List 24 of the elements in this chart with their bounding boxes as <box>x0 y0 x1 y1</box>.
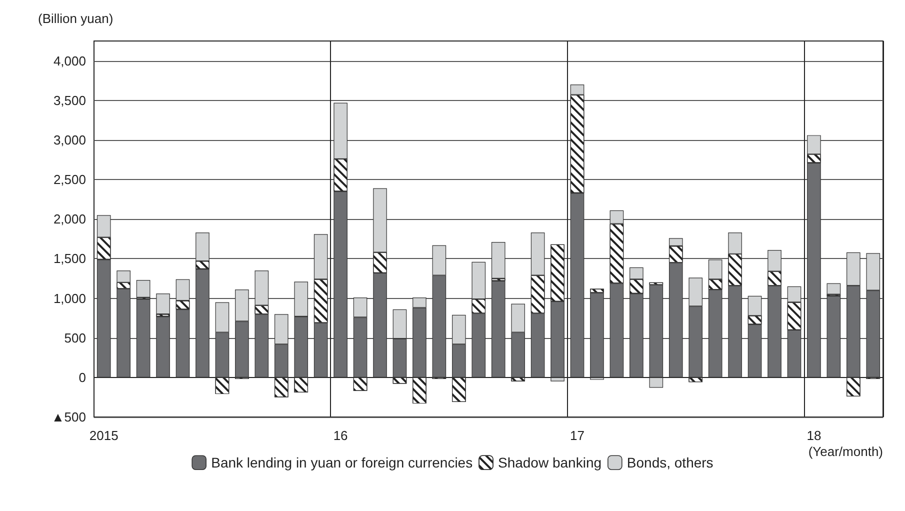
x-tick-label: 2015 <box>89 428 118 443</box>
x-axis-title: (Year/month) <box>808 444 884 459</box>
y-tick-label: 1,500 <box>53 251 86 266</box>
y-tick-label: 2,000 <box>53 212 86 227</box>
y-tick-label: 4,000 <box>53 53 86 68</box>
y-tick-label: 1,000 <box>53 290 86 306</box>
bar <box>491 280 506 378</box>
bar <box>491 242 506 278</box>
y-tick-label: 3,000 <box>53 132 86 148</box>
y-axis-title: (Billion yuan) <box>38 11 114 26</box>
x-tick-label: 18 <box>806 428 822 443</box>
bar <box>156 316 170 378</box>
x-tick-label: 16 <box>333 428 348 443</box>
legend-label: Shadow banking <box>498 454 602 471</box>
y-tick-label: ▲500 <box>51 410 86 424</box>
y-tick-label: 3,500 <box>53 92 86 108</box>
legend-label: Bank lending in yuan or foreign currencies <box>211 454 473 471</box>
y-tick-label: 2,500 <box>53 172 86 188</box>
x-tick-label: 17 <box>570 428 584 443</box>
bar <box>590 292 604 378</box>
bar <box>156 294 170 314</box>
y-tick-label: 0 <box>78 370 86 385</box>
legend-label: Bonds, others <box>626 454 714 471</box>
y-tick-label: 500 <box>64 330 86 346</box>
